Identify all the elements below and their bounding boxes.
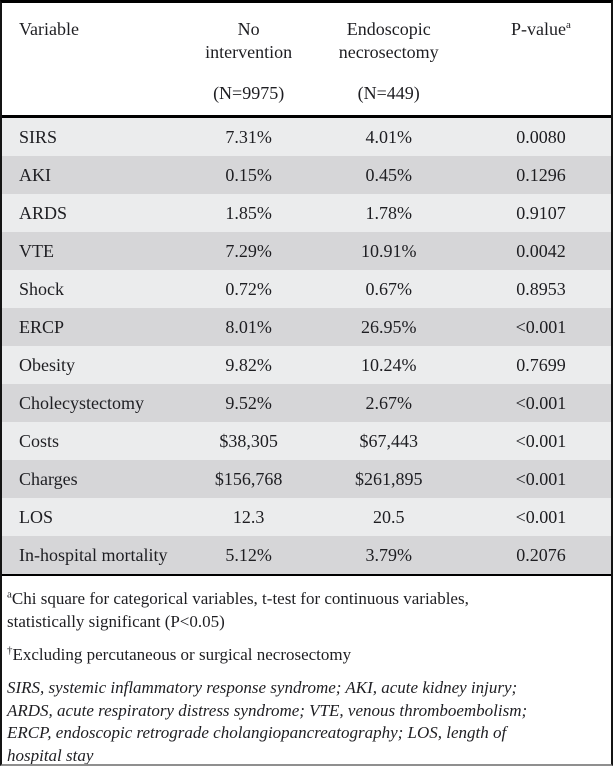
cell-variable: Costs	[19, 430, 60, 451]
table-row-aki: AKI 0.15% 0.45% 0.1296	[2, 156, 611, 195]
no-intervention-n: (N=9975)	[213, 82, 285, 103]
header-row: Variable No intervention (N=9975) Endosc…	[2, 3, 611, 119]
cell-p-value: <0.001	[515, 316, 567, 337]
column-header-variable: Variable	[2, 3, 191, 119]
cell-variable: VTE	[19, 240, 54, 261]
footnote-chi-square: aChi square for categorical variables, t…	[7, 588, 603, 633]
cell-endoscopic: 10.24%	[360, 354, 417, 375]
cell-endoscopic: 1.78%	[365, 202, 412, 223]
no-intervention-line2: intervention	[205, 42, 293, 63]
cell-p-value: <0.001	[515, 468, 567, 489]
cell-endoscopic: 26.95%	[360, 316, 417, 337]
table-row-costs: Costs $38,305 $67,443 <0.001	[2, 422, 611, 461]
cell-p-value: <0.001	[515, 430, 567, 451]
cell-variable: In-hospital mortality	[2, 536, 191, 577]
footnote-dagger: †Excluding percutaneous or surgical necr…	[7, 644, 603, 666]
abbreviations-line-2: ARDS, acute respiratory distress syndrom…	[7, 700, 528, 720]
cell-no-intervention: 8.01%	[225, 316, 272, 337]
table-row-los: LOS 12.3 20.5 <0.001	[2, 498, 611, 537]
footnote-a-text-line2: statistically significant (P<0.05)	[7, 611, 225, 631]
cell-no-intervention: 0.15%	[225, 164, 272, 185]
cell-no-intervention: 7.29%	[225, 240, 272, 261]
cell-p-value: 0.9107	[516, 202, 566, 223]
cell-endoscopic: 0.45%	[365, 164, 412, 185]
endoscopic-n: (N=449)	[357, 82, 420, 103]
cell-no-intervention: 9.52%	[225, 392, 272, 413]
cell-variable: Obesity	[19, 354, 75, 375]
cell-no-intervention: $156,768	[214, 468, 283, 489]
cell-no-intervention: 5.12%	[190, 536, 307, 577]
cell-p-value: 0.7699	[516, 354, 566, 375]
footnote-dagger-marker: †	[7, 644, 13, 657]
abbreviations-line-1: SIRS, systemic inflammatory response syn…	[7, 678, 518, 698]
cell-p-value: 0.8953	[516, 278, 566, 299]
cell-variable: Shock	[19, 278, 64, 299]
cell-p-value: 0.0080	[516, 126, 566, 147]
cell-p-value: <0.001	[515, 392, 567, 413]
outcomes-table: Variable No intervention (N=9975) Endosc…	[2, 3, 611, 577]
cell-variable: ERCP	[19, 316, 65, 337]
no-intervention-line1: No	[237, 19, 260, 39]
table-header: Variable No intervention (N=9975) Endosc…	[2, 3, 611, 119]
p-value-header-label: P-value	[511, 19, 566, 39]
cell-variable: ARDS	[19, 202, 68, 223]
footnote-abbreviations: SIRS, systemic inflammatory response syn…	[7, 677, 603, 765]
table-row-charges: Charges $156,768 $261,895 <0.001	[2, 460, 611, 499]
table-body: SIRS 7.31% 4.01% 0.0080 AKI 0.15% 0.45% …	[2, 116, 611, 577]
abbreviations-line-4: hospital stay	[7, 745, 94, 765]
cell-endoscopic: 3.79%	[306, 536, 471, 577]
cell-endoscopic: 20.5	[372, 506, 405, 527]
cell-variable: Charges	[19, 468, 78, 489]
cell-no-intervention: 0.72%	[225, 278, 272, 299]
endoscopic-line2: necrosectomy	[338, 42, 439, 63]
cell-no-intervention: 12.3	[232, 506, 265, 527]
cell-endoscopic: 4.01%	[365, 126, 412, 147]
footnote-a-text-line1: Chi square for categorical variables, t-…	[11, 589, 469, 609]
cell-endoscopic: 2.67%	[365, 392, 412, 413]
cell-variable: SIRS	[19, 126, 58, 147]
table-row-vte: VTE 7.29% 10.91% 0.0042	[2, 232, 611, 271]
table-row-sirs: SIRS 7.31% 4.01% 0.0080	[2, 116, 611, 157]
table-row-shock: Shock 0.72% 0.67% 0.8953	[2, 270, 611, 309]
cell-no-intervention: 7.31%	[225, 126, 272, 147]
column-header-no-intervention: No intervention (N=9975)	[190, 3, 307, 119]
footnote-a-marker: a	[7, 588, 12, 601]
endoscopic-line1: Endoscopic	[346, 19, 431, 39]
cell-endoscopic: $67,443	[359, 430, 418, 451]
abbreviations-line-3: ERCP, endoscopic retrograde cholangiopan…	[7, 723, 507, 743]
cell-variable: LOS	[19, 506, 54, 527]
table-row-ards: ARDS 1.85% 1.78% 0.9107	[2, 194, 611, 233]
table-row-cholecystectomy: Cholecystectomy 9.52% 2.67% <0.001	[2, 384, 611, 423]
p-value-superscript: a	[566, 19, 571, 31]
cell-p-value: 0.1296	[516, 164, 566, 185]
cell-endoscopic: 0.67%	[365, 278, 412, 299]
cell-endoscopic: $261,895	[354, 468, 423, 489]
cell-variable: Cholecystectomy	[19, 392, 144, 413]
column-header-endoscopic: Endoscopic necrosectomy (N=449)	[306, 3, 471, 119]
cell-variable: AKI	[19, 164, 51, 185]
variable-header-label: Variable	[19, 19, 79, 39]
footnotes-section: aChi square for categorical variables, t…	[2, 576, 611, 765]
cell-no-intervention: $38,305	[219, 430, 278, 451]
table-row-ercp: ERCP 8.01% 26.95% <0.001	[2, 308, 611, 347]
cell-no-intervention: 9.82%	[225, 354, 272, 375]
column-header-p-value: P-valuea	[470, 3, 611, 119]
cell-p-value: 0.0042	[516, 240, 566, 261]
cell-p-value: <0.001	[515, 506, 567, 527]
table-row-in-hospital-mortality: In-hospital mortality 5.12% 3.79% 0.2076	[2, 536, 611, 577]
cell-endoscopic: 10.91%	[360, 240, 417, 261]
cell-no-intervention: 1.85%	[225, 202, 272, 223]
table-row-obesity: Obesity 9.82% 10.24% 0.7699	[2, 346, 611, 385]
cell-p-value: 0.2076	[470, 536, 611, 577]
footnote-dagger-text: Excluding percutaneous or surgical necro…	[12, 645, 352, 665]
